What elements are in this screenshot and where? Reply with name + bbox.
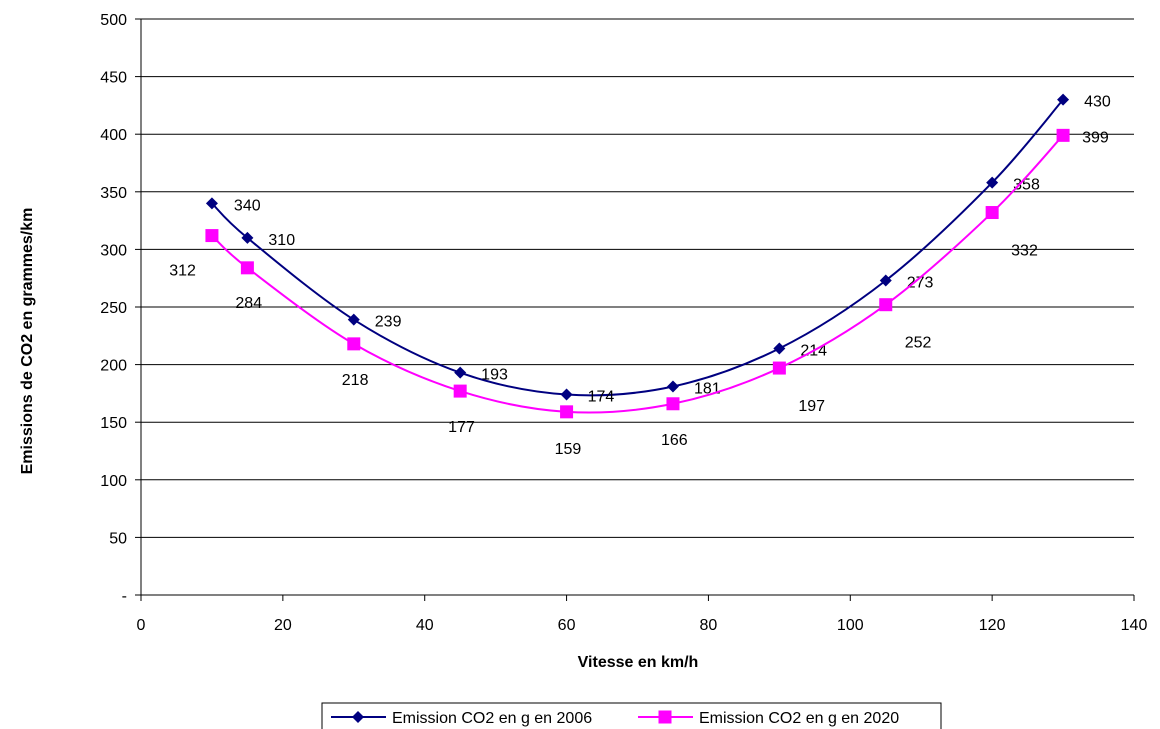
data-point [1057,93,1070,106]
data-point [560,405,574,419]
x-axis-title: Vitesse en km/h [578,654,699,671]
axes [135,18,1135,601]
data-point [666,397,680,411]
y-tick-label: 300 [100,242,127,259]
data-label: 239 [375,314,402,331]
data-point [205,229,219,243]
x-tick-label: 20 [274,617,292,634]
data-label: 166 [661,432,688,449]
data-point [453,384,467,398]
y-tick-label: - [122,588,127,605]
y-tick-label: 500 [100,12,127,29]
data-point [879,298,893,312]
data-label: 358 [1013,177,1040,194]
data-label: 193 [481,367,508,384]
data-label: 332 [1011,243,1038,260]
data-label: 252 [905,335,932,352]
x-tick-label: 0 [137,617,146,634]
data-label: 312 [169,263,196,280]
data-label: 310 [268,232,295,249]
grid [141,18,1134,538]
data-point [666,380,679,393]
y-tick-label: 400 [100,127,127,144]
data-point [347,337,361,351]
data-point [773,342,786,355]
x-tick-label: 120 [979,617,1006,634]
data-label: 197 [798,398,825,415]
legend: Emission CO2 en g en 2006 Emission CO2 en… [321,702,942,729]
data-label: 159 [555,441,582,458]
y-tick-label: 450 [100,70,127,87]
legend-marker [352,711,364,723]
y-tick-label: 200 [100,358,127,375]
data-point [560,388,573,401]
data-point [347,313,360,326]
legend-label: Emission CO2 en g en 2006 [392,710,592,727]
x-tick-label: 40 [416,617,434,634]
data-label: 218 [342,372,369,389]
data-point [1056,128,1070,142]
y-tick-label: 100 [100,473,127,490]
data-label: 399 [1082,129,1109,146]
x-tick-labels: 0 20 40 60 80 100 120 140 [137,617,1148,634]
data-point [772,361,786,375]
data-point [985,206,999,220]
y-tick-label: 150 [100,415,127,432]
legend-box [321,702,942,729]
data-point [241,231,254,244]
legend-item-2: Emission CO2 en g en 2020 [638,710,899,727]
data-point [879,274,892,287]
data-point [205,197,218,210]
data-label: 273 [907,275,934,292]
x-tick-label: 80 [700,617,718,634]
legend-label: Emission CO2 en g en 2020 [699,710,899,727]
series-line [211,98,1064,397]
data-point [986,176,999,189]
series-2: 312 284 218 177 159 166 197 252 332 399 [169,128,1109,458]
y-tick-label: 50 [109,530,127,547]
legend-marker [658,710,672,724]
data-label: 284 [235,295,262,312]
x-tick-label: 140 [1121,617,1148,634]
series-line [211,134,1064,414]
data-label: 340 [234,197,261,214]
data-label: 430 [1084,94,1111,111]
y-tick-label: 250 [100,300,127,317]
x-tick-label: 100 [837,617,864,634]
data-point [454,366,467,379]
y-tick-label: 350 [100,185,127,202]
data-label: 174 [588,389,615,406]
data-label: 177 [448,419,475,436]
y-axis-title: Emissions de CO2 en grammes/km [19,208,36,475]
legend-item-1: Emission CO2 en g en 2006 [331,710,592,727]
data-point [240,261,254,275]
y-tick-labels: - 50 100 150 200 250 300 350 400 450 500 [100,12,127,605]
x-tick-label: 60 [558,617,576,634]
